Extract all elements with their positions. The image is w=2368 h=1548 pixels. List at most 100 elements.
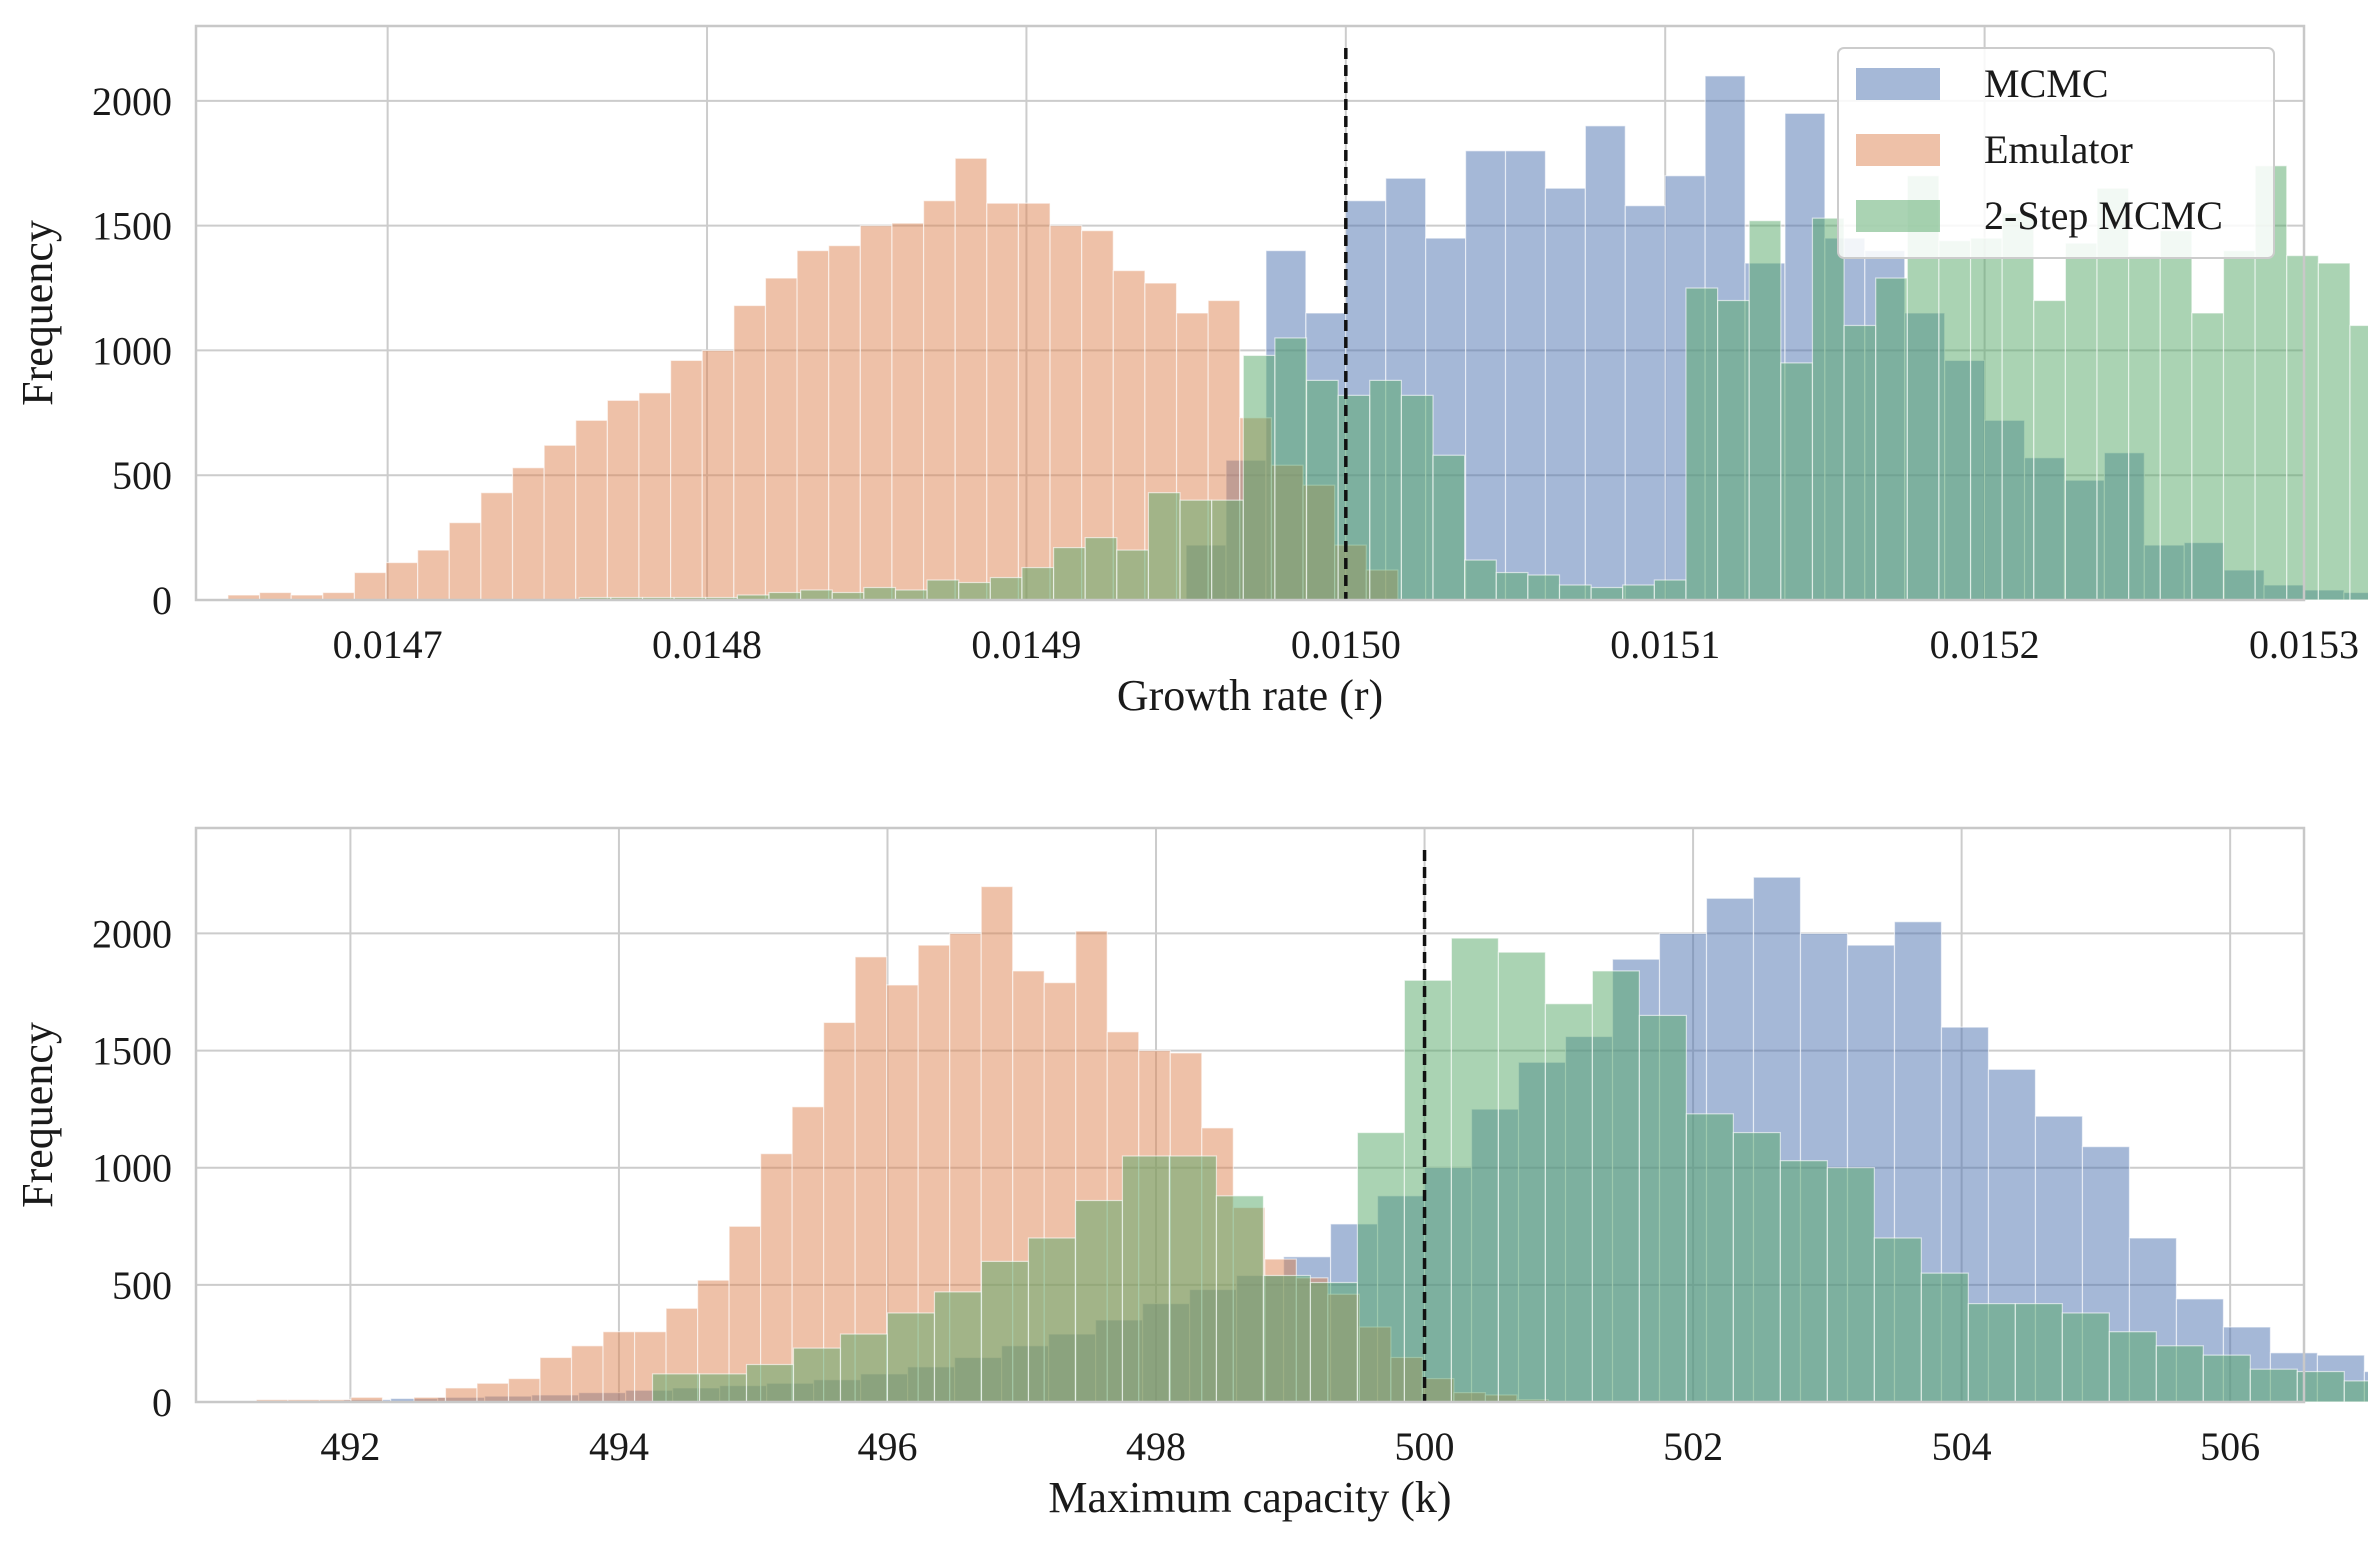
x-tick-label: 492: [320, 1424, 380, 1469]
y-tick-label: 2000: [92, 911, 172, 956]
histogram-bar-2-step-mcmc: [1653, 579, 1687, 601]
histogram-bar-2-step-mcmc: [1116, 549, 1150, 601]
x-tick-label: 498: [1126, 1424, 1186, 1469]
histogram-bar-2-step-mcmc: [1497, 951, 1546, 1403]
histogram-bar-emulator: [570, 1345, 604, 1403]
axes-spine: [194, 24, 2306, 602]
x-tick-label: 502: [1663, 1424, 1723, 1469]
x-tick-label: 0.0149: [971, 622, 1081, 667]
histogram-bar-2-step-mcmc: [1967, 1302, 2016, 1403]
histogram-bar-emulator: [828, 245, 861, 601]
histogram-bar-emulator: [922, 200, 956, 601]
histogram-bar-emulator: [444, 1387, 478, 1403]
histogram-bar-2-step-mcmc: [1262, 1274, 1312, 1403]
histogram-bar-emulator: [602, 1331, 636, 1403]
histogram-bar-2-step-mcmc: [2249, 1368, 2298, 1403]
histogram-bar-2-step-mcmc: [1179, 499, 1213, 601]
histogram-bar-2-step-mcmc: [1544, 1003, 1593, 1403]
histogram-bar-2-step-mcmc: [933, 1291, 983, 1403]
histogram-bar-2-step-mcmc: [1875, 277, 1908, 601]
histogram-bar-2-step-mcmc: [800, 589, 833, 601]
histogram-bar-2-step-mcmc: [2155, 1345, 2204, 1403]
histogram-bar-2-step-mcmc: [2222, 250, 2256, 601]
histogram-bar-2-step-mcmc: [2317, 262, 2351, 601]
histogram-bar-2-step-mcmc: [651, 1373, 701, 1403]
legend-frame: [1837, 47, 2275, 259]
max-capacity-x-ticks: 492 494 496 498 500 502 504 506: [320, 1424, 2260, 1469]
growth-rate-y-axis-label: Frequency: [13, 220, 62, 406]
y-tick-label: 1000: [92, 328, 172, 373]
histogram-bar-2-step-mcmc: [1590, 586, 1624, 601]
histogram-bar-2-step-mcmc: [1400, 394, 1434, 601]
histogram-bar-2-step-mcmc: [2001, 212, 2035, 601]
histogram-bar-2-step-mcmc: [1920, 1272, 1969, 1403]
histogram-bar-emulator: [507, 1377, 541, 1403]
histogram-bar-2-step-mcmc: [1591, 970, 1640, 1403]
histogram-bar-emulator: [638, 392, 672, 601]
histogram-bar-mcmc: [1504, 150, 1547, 601]
legend: MCMC Emulator 2-Step MCMC: [1837, 47, 2275, 259]
histogram-bar-emulator: [764, 277, 798, 601]
histogram-bar-2-step-mcmc: [894, 589, 928, 601]
histogram-bar-emulator: [353, 571, 387, 601]
histogram-bar-emulator: [480, 492, 514, 601]
histogram-bar-mcmc: [1624, 205, 1666, 601]
histogram-bar-emulator: [760, 1153, 793, 1403]
x-tick-label: 506: [2200, 1424, 2260, 1469]
y-tick-label: 1000: [92, 1146, 172, 1191]
histogram-bar-emulator: [859, 225, 893, 601]
histogram-bar-2-step-mcmc: [1337, 394, 1371, 601]
histogram-bar-2-step-mcmc: [1305, 379, 1339, 601]
histogram-bar-2-step-mcmc: [1638, 1014, 1687, 1403]
x-tick-label: 0.0153: [2249, 622, 2359, 667]
histogram-bar-2-step-mcmc: [1084, 537, 1118, 601]
histogram-bar-2-step-mcmc: [1622, 584, 1655, 601]
histogram-bar-2-step-mcmc: [2128, 255, 2161, 601]
histogram-bar-2-step-mcmc: [2014, 1302, 2063, 1403]
growth-rate-panel: 0.0147 0.0148 0.0149 0.0150 0.0151 0.0152 0.01…: [13, 24, 2368, 720]
histogram-bar-emulator: [891, 222, 925, 601]
histogram-bar-2-step-mcmc: [1450, 937, 1499, 1403]
histogram-bar-2-step-mcmc: [863, 586, 897, 601]
histogram-bar-2-step-mcmc: [980, 1260, 1030, 1403]
histogram-bar-2-step-mcmc: [1242, 354, 1276, 601]
histogram-bar-2-step-mcmc: [926, 579, 960, 601]
histogram-bar-2-step-mcmc: [2343, 1380, 2368, 1403]
histogram-bar-emulator: [448, 522, 482, 601]
x-tick-label: 496: [857, 1424, 917, 1469]
histogram-bar-2-step-mcmc: [2191, 312, 2225, 601]
histogram-bar-2-step-mcmc: [1748, 220, 1782, 601]
legend-label-emulator: Emulator: [1984, 127, 2133, 172]
histogram-bar-2-step-mcmc: [1495, 571, 1529, 601]
histogram-bar-2-step-mcmc: [1843, 324, 1877, 601]
histogram-bar-2-step-mcmc: [1274, 337, 1308, 601]
x-tick-label: 494: [589, 1424, 649, 1469]
x-tick-label: 504: [1932, 1424, 1992, 1469]
histogram-bar-2-step-mcmc: [1732, 1131, 1781, 1403]
growth-rate-bars: [227, 75, 2368, 601]
histogram-bar-2-step-mcmc: [1873, 1237, 1922, 1403]
histogram-bar-2-step-mcmc: [2159, 230, 2193, 601]
legend-label-two-step: 2-Step MCMC: [1984, 193, 2223, 238]
histogram-bar-2-step-mcmc: [1309, 1281, 1359, 1403]
max-capacity-bars: [255, 876, 2368, 1403]
histogram-bar-2-step-mcmc: [839, 1333, 889, 1403]
histogram-bar-2-step-mcmc: [1074, 1199, 1124, 1403]
histogram-bar-2-step-mcmc: [2033, 299, 2067, 601]
histogram-bar-2-step-mcmc: [1432, 454, 1466, 601]
y-tick-label: 1500: [92, 1029, 172, 1074]
histogram-bar-2-step-mcmc: [1938, 240, 1972, 601]
histogram-bar-2-step-mcmc: [1779, 1160, 1828, 1403]
legend-label-mcmc: MCMC: [1984, 61, 2109, 106]
x-tick-label: 500: [1395, 1424, 1455, 1469]
histogram-bar-2-step-mcmc: [1211, 499, 1244, 601]
histogram-bar-emulator: [606, 399, 640, 601]
histogram-bar-emulator: [575, 419, 608, 601]
max-capacity-y-axis-label: Frequency: [13, 1022, 62, 1208]
max-capacity-axes-frame: [194, 826, 2306, 1404]
axes-spine: [194, 826, 2306, 1404]
histogram-bar-2-step-mcmc: [698, 1373, 748, 1403]
histogram-bar-2-step-mcmc: [1464, 559, 1497, 601]
